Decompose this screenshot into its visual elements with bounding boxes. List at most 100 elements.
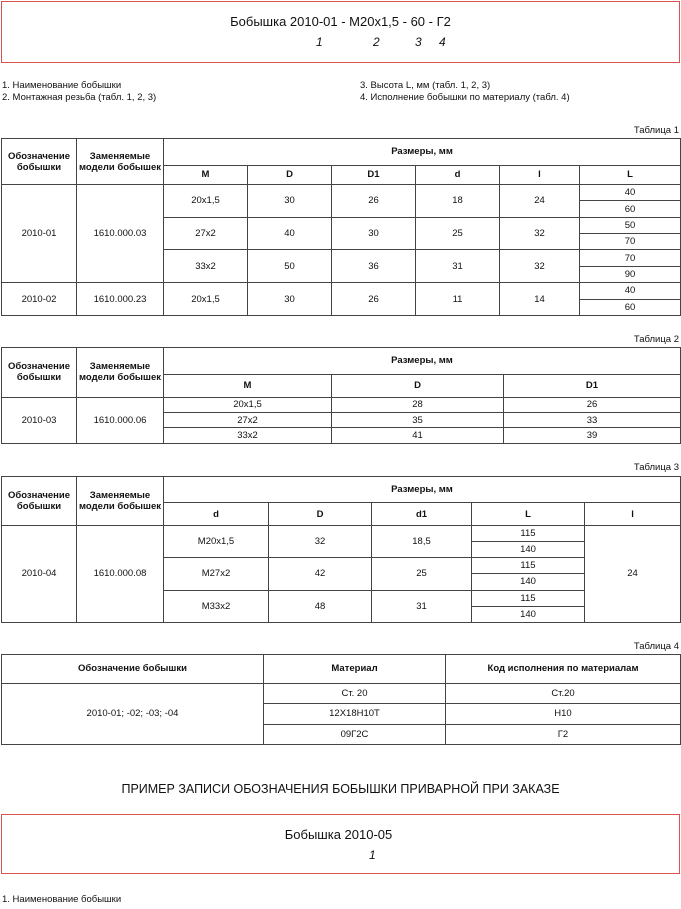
table4-header-material: Материал — [263, 654, 446, 684]
table1-cell: 26 — [331, 184, 416, 218]
table1-cell-L: 70 — [578, 249, 681, 267]
table3-header-designation: Обозначение бобышки — [1, 476, 77, 526]
table1-col-l: l — [499, 164, 580, 186]
table3-cell-L: 140 — [471, 540, 585, 559]
table2-cell: 20x1,5 — [163, 396, 332, 414]
table1-cell: 11 — [415, 282, 500, 316]
table3-header-replaced: Заменяемые модели бобышек — [76, 476, 164, 526]
designation-index-3: 3 — [415, 35, 422, 49]
table1-cell: 30 — [247, 184, 332, 218]
table1-cell: 40 — [247, 216, 332, 251]
table1-cell: 27x2 — [163, 216, 248, 251]
table1-cell: 30 — [247, 282, 332, 316]
table1-cell: 14 — [499, 282, 580, 316]
table1-designation: 2010-02 — [1, 282, 77, 316]
table3-cell-L: 140 — [471, 573, 585, 591]
table2-col-M: M — [163, 373, 332, 398]
table3-caption: Таблица 3 — [633, 462, 679, 473]
table3-cell-L: 115 — [471, 524, 585, 542]
table3-col-d1: d1 — [371, 502, 472, 526]
table1-cell: 36 — [331, 249, 416, 284]
designation-index-2: 2 — [373, 35, 380, 49]
table4-caption: Таблица 4 — [633, 641, 679, 652]
table3-cell: 42 — [268, 557, 372, 591]
table1-replaced: 1610.000.03 — [76, 184, 164, 284]
table1-cell-L: 60 — [578, 200, 681, 218]
notes-left: 1. Наименование бобышки 2. Монтажная рез… — [2, 80, 156, 104]
table1-cell: 26 — [331, 282, 416, 316]
table1-col-d: d — [415, 164, 500, 186]
table4-cell: Ст. 20 — [263, 682, 446, 705]
table1-cell-L: 40 — [578, 282, 681, 300]
table2-cell: 39 — [503, 427, 681, 444]
table3-cell: 25 — [371, 557, 472, 591]
table3-cell-L: 115 — [471, 557, 585, 575]
table3-cell: M20x1,5 — [163, 524, 269, 559]
table2-designation: 2010-03 — [1, 396, 77, 445]
table3-cell: M33x2 — [163, 589, 269, 624]
designation-box: Бобышка 2010-01 - M20x1,5 - 60 - Г2 1 2 … — [1, 1, 680, 63]
table2-header-replaced: Заменяемые модели бобышек — [76, 347, 164, 398]
table2-header-designation: Обозначение бобышки — [1, 347, 77, 398]
table3-header-dims: Размеры, мм — [162, 475, 681, 504]
example-heading: ПРИМЕР ЗАПИСИ ОБОЗНАЧЕНИЯ БОБЫШКИ ПРИВАР… — [121, 782, 560, 796]
table3-cell: 32 — [268, 524, 372, 559]
table1-cell: 32 — [499, 249, 580, 284]
table4-designation: 2010-01; -02; -03; -04 — [1, 682, 264, 746]
note-1: 1. Наименование бобышки — [2, 80, 122, 91]
table3-replaced: 1610.000.08 — [76, 524, 164, 624]
table4-cell: Г2 — [445, 723, 681, 746]
table3-cell: 31 — [371, 589, 472, 624]
table2-col-D1: D1 — [503, 373, 681, 398]
table3-cell-L: 140 — [471, 605, 585, 624]
table1-cell: 20x1,5 — [163, 282, 248, 316]
table3-col-D: D — [268, 502, 372, 526]
table-1: Обозначение бобышки Заменяемые модели бо… — [1, 137, 681, 317]
table4-header-code: Код исполнения по материалам — [445, 654, 681, 684]
table1-cell-L: 70 — [578, 233, 681, 251]
table3-col-d: d — [163, 502, 269, 526]
table4-cell: Ст.20 — [445, 682, 681, 705]
table1-cell-L: 60 — [578, 298, 681, 317]
table2-cell: 28 — [331, 396, 504, 414]
table3-col-L: L — [471, 502, 585, 526]
table4-cell: 09Г2С — [263, 723, 446, 746]
designation-index-1: 1 — [316, 35, 323, 49]
table-3: Обозначение бобышки Заменяемые модели бо… — [1, 475, 681, 624]
table1-cell: 24 — [499, 184, 580, 218]
table1-col-L: L — [578, 164, 681, 186]
designation-text: Бобышка 2010-01 - M20x1,5 - 60 - Г2 — [230, 14, 451, 29]
note-4: 4. Исполнение бобышки по материалу (табл… — [360, 92, 570, 103]
table1-cell: 31 — [415, 249, 500, 284]
table1-designation: 2010-01 — [1, 184, 77, 284]
table1-col-M: M — [163, 164, 248, 186]
table1-cell-L: 40 — [578, 184, 681, 202]
table1-replaced: 1610.000.23 — [76, 282, 164, 316]
table1-cell: 32 — [499, 216, 580, 251]
table1-cell: 25 — [415, 216, 500, 251]
table1-header-replaced: Заменяемые модели бобышек — [76, 137, 164, 186]
table3-designation: 2010-04 — [1, 524, 77, 624]
table4-header-designation: Обозначение бобышки — [1, 654, 264, 684]
table4-cell: 12Х18Н10Т — [263, 703, 446, 725]
table1-cell: 18 — [415, 184, 500, 218]
table1-caption: Таблица 1 — [633, 125, 679, 136]
table1-col-D: D — [247, 164, 332, 186]
table2-replaced: 1610.000.06 — [76, 396, 164, 445]
table1-cell: 30 — [331, 216, 416, 251]
table3-cell-L: 115 — [471, 589, 585, 607]
table3-l-value: 24 — [583, 524, 681, 624]
table1-header-dims: Размеры, мм — [162, 138, 681, 166]
table1-cell-L: 50 — [578, 216, 681, 235]
table1-header-designation: Обозначение бобышки — [1, 137, 77, 186]
table2-cell: 33x2 — [163, 427, 332, 444]
table2-header-dims: Размеры, мм — [163, 347, 681, 375]
table2-cell: 27x2 — [163, 411, 332, 429]
table2-caption: Таблица 2 — [633, 334, 679, 345]
table2-cell: 33 — [503, 411, 681, 429]
designation-index-4: 4 — [439, 35, 446, 49]
table3-cell: 18,5 — [371, 524, 472, 559]
table1-cell: 20x1,5 — [163, 184, 248, 218]
table1-cell: 33x2 — [163, 249, 248, 284]
table3-cell: 48 — [268, 589, 372, 624]
